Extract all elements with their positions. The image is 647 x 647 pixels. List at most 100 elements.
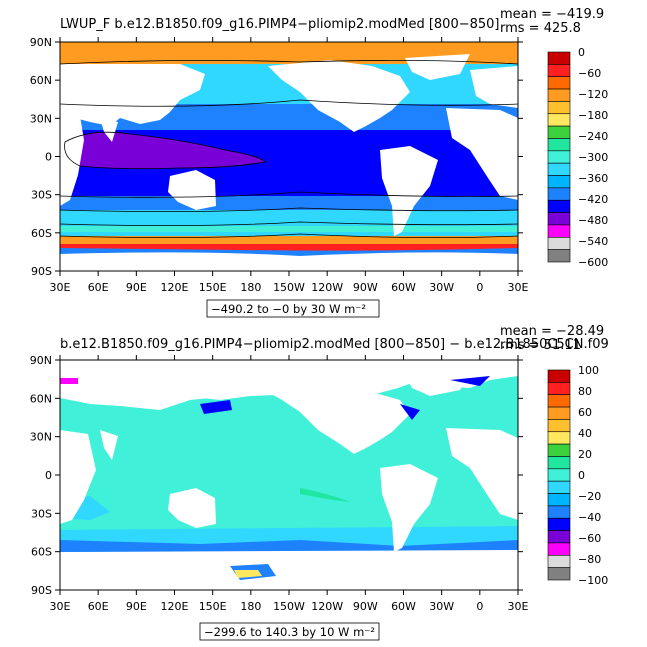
colorbar-cell <box>547 554 571 568</box>
bottom-map-panel <box>59 359 519 591</box>
top-rms: rms = 425.8 <box>500 21 581 36</box>
bottom-title: b.e12.B1850.f09_g16.PIMP4−pliomip2.modMe… <box>60 337 609 352</box>
lon-label: 30E <box>508 600 529 613</box>
lat-label: 30N <box>30 431 52 444</box>
top-contours <box>60 60 518 238</box>
lon-label: 30E <box>508 281 529 294</box>
colorbar-cell <box>547 224 571 238</box>
top-south-midlat-band <box>60 196 518 210</box>
bottom-map-field <box>60 360 518 590</box>
colorbar-label: −360 <box>578 172 608 185</box>
top-mean: mean = −419.9 <box>500 7 604 22</box>
lon-label: 150E <box>199 600 227 613</box>
colorbar-cell <box>547 517 571 531</box>
lat-label: 90S <box>31 584 52 597</box>
top-south-band-2 <box>60 226 518 232</box>
colorbar-label: 20 <box>578 448 592 461</box>
colorbar-label: −420 <box>578 193 608 206</box>
lat-label: 60N <box>30 392 52 405</box>
lon-label: 30W <box>429 281 454 294</box>
colorbar-cell <box>547 76 571 90</box>
lat-label: 0 <box>45 151 52 164</box>
colorbar-label: 0 <box>578 46 585 59</box>
lat-label: 60S <box>31 546 52 559</box>
lon-label: 30E <box>50 600 71 613</box>
lon-label: 30E <box>50 281 71 294</box>
colorbar-cell <box>547 542 571 556</box>
bottom-range-note: −299.6 to 140.3 by 10 W m⁻² <box>204 625 375 639</box>
top-lon-axis: 30E 60E 90E 120E 150E 180 150W 120W 90W 60W 30W 0 30… <box>50 37 529 294</box>
top-map-panel <box>59 41 519 272</box>
colorbar-cell <box>547 162 571 176</box>
lon-label: 30W <box>429 600 454 613</box>
bottom-range-box <box>199 622 380 641</box>
bottom-lat-axis: 90N 60N 30N 0 30S 60S 90S <box>30 354 523 597</box>
lon-label: 60W <box>391 281 416 294</box>
lon-label: 60W <box>391 600 416 613</box>
lon-label: 120E <box>161 281 189 294</box>
lat-label: 90N <box>30 36 52 49</box>
lon-label: 150W <box>273 281 305 294</box>
lon-label: 60E <box>88 600 109 613</box>
top-lat-axis: 90N 60N 30N 0 30S 60S 90S <box>30 36 523 278</box>
colorbar-label: 80 <box>578 385 592 398</box>
lat-label: 60N <box>30 74 52 87</box>
lon-label: 0 <box>476 281 483 294</box>
colorbar-cell <box>547 249 571 263</box>
colorbar-cell <box>547 199 571 213</box>
lat-label: 90S <box>31 265 52 278</box>
colorbar-cell <box>547 51 571 65</box>
colorbar-cell <box>547 113 571 127</box>
colorbar-cell <box>547 101 571 115</box>
colorbar-cell <box>547 187 571 201</box>
colorbar-cell <box>547 505 571 519</box>
colorbar-label: −40 <box>578 511 601 524</box>
lat-label: 30S <box>31 189 52 202</box>
lon-label: 90W <box>353 281 378 294</box>
colorbar-cell <box>547 394 571 408</box>
colorbar-cell <box>547 369 571 383</box>
top-colorbar: 0 −60 −120 −180 −240 −300 −360 −420 −480 −540 −600 <box>547 46 608 269</box>
lat-label: 90N <box>30 354 52 367</box>
colorbar-label: −60 <box>578 532 601 545</box>
colorbar-cell <box>547 419 571 433</box>
lon-label: 0 <box>476 600 483 613</box>
colorbar-label: −600 <box>578 256 608 269</box>
top-warm-pool <box>64 132 265 169</box>
colorbar-cell <box>547 431 571 445</box>
bottom-colorbar: 100 80 60 40 20 0 −20 −40 −60 −80 −100 <box>547 364 608 587</box>
colorbar-cell <box>547 567 571 581</box>
colorbar-label: −120 <box>578 88 608 101</box>
lat-label: 30N <box>30 112 52 125</box>
top-arctic-band <box>60 42 518 64</box>
lon-label: 90W <box>353 600 378 613</box>
colorbar-cell <box>547 468 571 482</box>
lon-label: 150W <box>273 600 305 613</box>
colorbar-label: −480 <box>578 214 608 227</box>
colorbar-label: −240 <box>578 130 608 143</box>
colorbar-cell <box>547 456 571 470</box>
bottom-rms: rms = 51.11 <box>500 338 581 353</box>
colorbar-cell <box>547 480 571 494</box>
colorbar-label: −540 <box>578 235 608 248</box>
colorbar-label: 100 <box>578 364 599 377</box>
top-title: LWUP_F b.e12.B1850.f09_g16.PIMP4−pliomip… <box>60 17 500 32</box>
lon-label: 120W <box>311 600 343 613</box>
colorbar-cell <box>547 443 571 457</box>
colorbar-label: −100 <box>578 574 608 587</box>
bottom-land <box>60 360 518 552</box>
colorbar-cell <box>547 138 571 152</box>
colorbar-label: 40 <box>578 427 592 440</box>
lon-label: 180 <box>240 281 261 294</box>
top-range-box <box>206 299 380 318</box>
top-range-note: −490.2 to −0 by 30 W m⁻² <box>211 302 366 316</box>
colorbar-label: 0 <box>578 469 585 482</box>
colorbar-cell <box>547 530 571 544</box>
colorbar-cell <box>547 493 571 507</box>
colorbar-cell <box>547 406 571 420</box>
colorbar-cell <box>547 382 571 396</box>
colorbar-label: −180 <box>578 109 608 122</box>
lon-label: 120W <box>311 281 343 294</box>
lat-label: 60S <box>31 227 52 240</box>
